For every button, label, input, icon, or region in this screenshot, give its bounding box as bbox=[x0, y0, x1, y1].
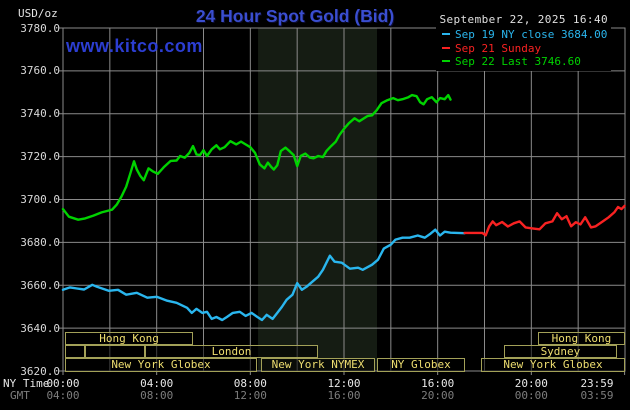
gmt-time-tick-label: 08:00 bbox=[140, 389, 174, 402]
y-axis-tick-label: 3700.0 bbox=[20, 193, 60, 206]
legend-label: Sep 19 NY close 3684.00 bbox=[455, 28, 608, 41]
legend-entry: Sep 21 Sunday bbox=[442, 42, 607, 56]
y-axis-tick-label: 3740.0 bbox=[20, 107, 60, 121]
session-box-empty bbox=[65, 345, 85, 358]
gmt-axis-label: GMT bbox=[10, 389, 30, 402]
session-box-new-york-globex: New York Globex bbox=[65, 358, 257, 372]
series-line-sep-21-sunday bbox=[463, 204, 626, 237]
y-axis-unit-label: USD/oz bbox=[18, 7, 58, 20]
legend-label: Sep 22 Last 3746.60 bbox=[455, 55, 581, 68]
legend-dash-icon bbox=[442, 46, 450, 49]
session-box-empty bbox=[85, 345, 145, 358]
kitco-watermark-link[interactable]: www.kitco.com bbox=[66, 36, 203, 56]
gmt-time-tick-label: 16:00 bbox=[327, 389, 361, 402]
session-box-hong-kong: Hong Kong bbox=[65, 332, 193, 345]
session-box-new-york-globex: New York Globex bbox=[481, 358, 625, 372]
legend-entry: Sep 19 NY close 3684.00 bbox=[442, 28, 607, 42]
gmt-time-tick-label: 12:00 bbox=[233, 389, 267, 402]
legend-label: Sep 21 Sunday bbox=[455, 41, 542, 55]
series-line-sep-19-ny-close bbox=[61, 228, 466, 322]
gmt-time-tick-label: 20:00 bbox=[421, 389, 455, 402]
gmt-time-tick-label: 04:00 bbox=[46, 389, 80, 402]
legend-dash-icon bbox=[442, 33, 450, 35]
ny-time-tick-label: 23:59 bbox=[580, 377, 614, 390]
y-axis-tick-label: 3760.0 bbox=[20, 64, 60, 78]
chart-legend: Sep 19 NY close 3684.00 Sep 21 Sunday Sep … bbox=[436, 26, 612, 71]
y-axis-tick-label: 3720.0 bbox=[20, 150, 60, 164]
y-axis-tick-label: 3620.0 bbox=[20, 364, 60, 378]
ny-time-tick-label: 12:00 bbox=[327, 377, 361, 390]
session-box-ny-globex: NY Globex bbox=[377, 358, 465, 372]
ny-time-tick-label: 20:00 bbox=[514, 377, 548, 390]
ny-time-tick-label: 16:00 bbox=[421, 377, 455, 390]
legend-entry: Sep 22 Last 3746.60 bbox=[442, 55, 607, 69]
gmt-time-tick-label: 03:59 bbox=[580, 389, 614, 402]
ny-time-tick-label: 04:00 bbox=[140, 377, 174, 390]
ny-time-tick-label: 08:00 bbox=[233, 377, 267, 390]
y-axis-tick-label: 3640.0 bbox=[20, 321, 60, 335]
legend-dash-icon bbox=[442, 60, 450, 62]
ny-time-axis-label: NY Time bbox=[3, 377, 50, 390]
series-line-sep-22-last bbox=[61, 93, 452, 221]
session-box-hong-kong: Hong Kong bbox=[537, 332, 625, 345]
y-axis-tick-label: 3680.0 bbox=[20, 235, 60, 249]
page-title: 24 Hour Spot Gold (Bid) bbox=[195, 6, 395, 26]
y-axis-tick-label: 3660.0 bbox=[20, 278, 60, 292]
gmt-time-tick-label: 00:00 bbox=[514, 389, 548, 402]
session-box-london: London bbox=[145, 345, 318, 358]
ny-time-tick-label: 00:00 bbox=[46, 377, 80, 390]
session-box-sydney: Sydney bbox=[503, 345, 617, 358]
y-axis-tick-label: 3780.0 bbox=[20, 21, 60, 35]
chart-datetime: September 22, 2025 16:40 bbox=[439, 13, 608, 26]
session-box-new-york-nymex: New York NYMEX bbox=[261, 358, 375, 372]
